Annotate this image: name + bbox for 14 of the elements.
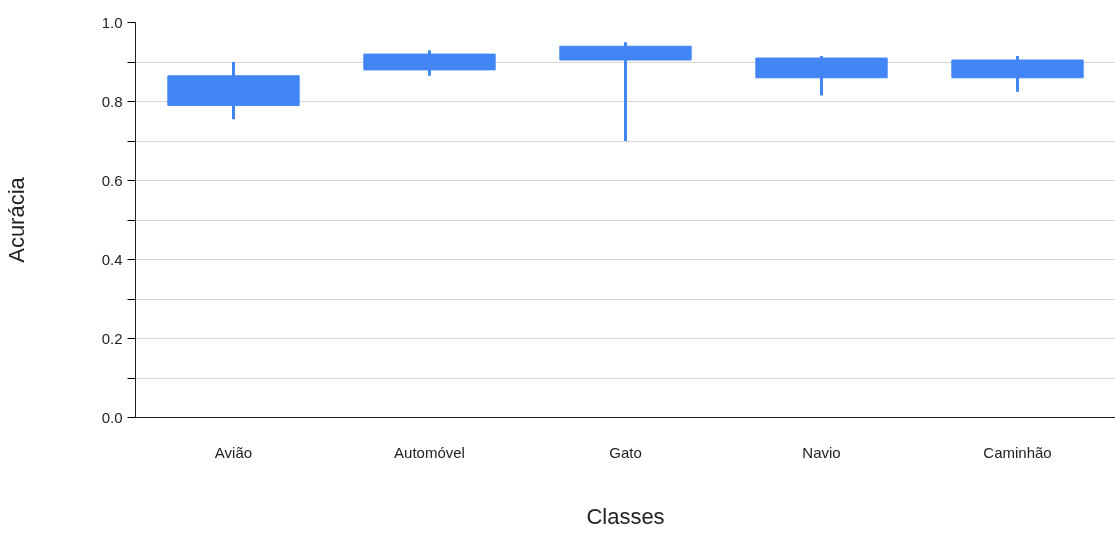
x-tick-label: Gato: [609, 443, 642, 461]
x-tick-label: Navio: [802, 443, 841, 461]
y-tick-label: 0.0: [101, 408, 123, 426]
y-tick-label: 0.2: [101, 329, 123, 347]
x-tick-label: Avião: [214, 443, 253, 461]
y-tick-label: 0.4: [101, 250, 123, 268]
y-tick-label: 1.0: [101, 13, 123, 31]
x-axis-title: Classes: [586, 503, 665, 529]
y-tick-label: 0.6: [101, 171, 123, 189]
x-tick-label: Caminhão: [983, 443, 1052, 461]
x-tick-label: Automóvel: [394, 443, 465, 461]
y-tick-label: 0.8: [101, 92, 123, 110]
candlestick: [559, 42, 692, 141]
y-axis-title: Acurácia: [3, 176, 29, 263]
